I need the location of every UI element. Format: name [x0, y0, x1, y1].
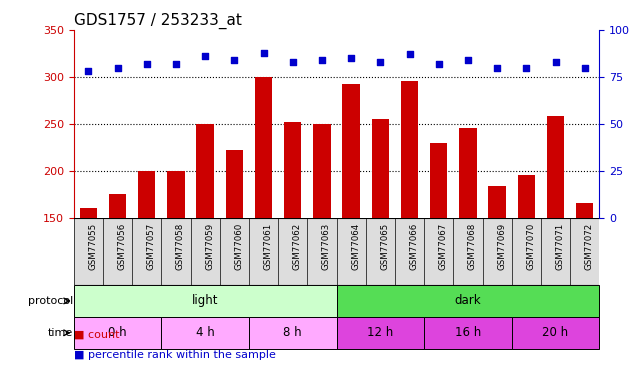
Text: GSM77067: GSM77067	[438, 223, 447, 270]
Text: dark: dark	[454, 294, 481, 307]
Text: GSM77068: GSM77068	[468, 223, 477, 270]
Text: GSM77056: GSM77056	[117, 223, 126, 270]
Text: 20 h: 20 h	[542, 326, 569, 339]
Point	[492, 64, 503, 70]
Text: protocol: protocol	[28, 296, 73, 306]
Point	[171, 61, 181, 67]
Bar	[401, 81, 419, 218]
Text: time: time	[48, 328, 73, 338]
Text: GDS1757 / 253233_at: GDS1757 / 253233_at	[74, 12, 242, 28]
Bar	[254, 77, 272, 218]
Point	[404, 51, 415, 57]
Point	[346, 55, 356, 61]
Bar	[249, 317, 337, 349]
Bar	[459, 128, 477, 217]
Text: GSM77062: GSM77062	[293, 223, 302, 270]
Bar	[79, 208, 97, 218]
Point	[200, 53, 210, 59]
Point	[258, 50, 269, 55]
Text: 0 h: 0 h	[108, 326, 127, 339]
Bar	[162, 317, 249, 349]
Bar	[424, 317, 512, 349]
Text: GSM77057: GSM77057	[147, 223, 156, 270]
Text: GSM77063: GSM77063	[322, 223, 331, 270]
Point	[463, 57, 473, 63]
Text: ■ percentile rank within the sample: ■ percentile rank within the sample	[74, 350, 276, 360]
Point	[551, 59, 561, 65]
Bar	[74, 317, 162, 349]
Text: 12 h: 12 h	[367, 326, 394, 339]
Bar	[167, 171, 185, 217]
Text: GSM77055: GSM77055	[88, 223, 97, 270]
Text: ■ count: ■ count	[74, 330, 119, 339]
Bar	[488, 186, 506, 218]
Point	[229, 57, 240, 63]
Point	[521, 64, 531, 70]
Text: 4 h: 4 h	[196, 326, 215, 339]
Point	[579, 64, 590, 70]
Point	[317, 57, 327, 63]
Text: GSM77058: GSM77058	[176, 223, 185, 270]
Bar	[547, 116, 564, 218]
Point	[375, 59, 385, 65]
Point	[83, 68, 94, 74]
Bar	[138, 171, 156, 217]
Point	[288, 59, 298, 65]
Bar	[517, 176, 535, 217]
Text: 8 h: 8 h	[283, 326, 302, 339]
Bar	[576, 203, 594, 217]
Bar	[109, 194, 126, 217]
Point	[142, 61, 152, 67]
Point	[433, 61, 444, 67]
Bar	[74, 285, 337, 317]
Text: GSM77064: GSM77064	[351, 223, 360, 270]
Text: GSM77060: GSM77060	[235, 223, 244, 270]
Bar	[226, 150, 243, 217]
Bar	[372, 119, 389, 218]
Bar	[337, 317, 424, 349]
Text: light: light	[192, 294, 219, 307]
Bar	[512, 317, 599, 349]
Bar	[313, 124, 331, 218]
Bar	[337, 285, 599, 317]
Text: GSM77072: GSM77072	[585, 223, 594, 270]
Bar	[430, 142, 447, 218]
Bar	[342, 84, 360, 218]
Text: GSM77069: GSM77069	[497, 223, 506, 270]
Text: GSM77061: GSM77061	[263, 223, 272, 270]
Text: GSM77066: GSM77066	[410, 223, 419, 270]
Bar	[196, 124, 214, 218]
Text: GSM77071: GSM77071	[556, 223, 565, 270]
Text: GSM77065: GSM77065	[380, 223, 389, 270]
Text: GSM77070: GSM77070	[526, 223, 535, 270]
Text: 16 h: 16 h	[455, 326, 481, 339]
Point	[112, 64, 122, 70]
Bar	[284, 122, 301, 218]
Text: GSM77059: GSM77059	[205, 223, 214, 270]
